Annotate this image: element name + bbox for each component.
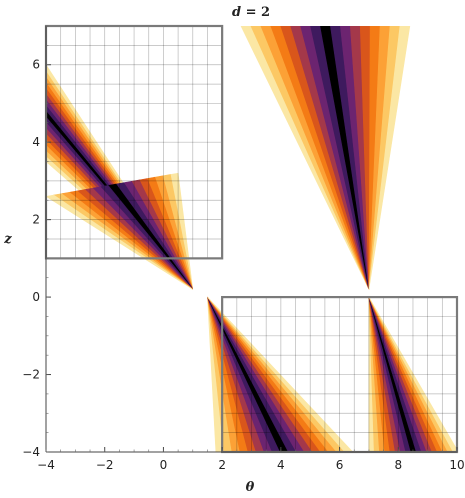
- y-tick-label: 0: [32, 290, 40, 304]
- y-tick-label: 6: [32, 58, 40, 72]
- lower-right-region-mesh: [221, 296, 457, 452]
- contour-band: [46, 194, 193, 290]
- x-tick-label: 2: [218, 458, 226, 472]
- chart-title-var: d: [232, 5, 241, 20]
- x-tick-label: −2: [96, 458, 114, 472]
- x-tick-label: 10: [449, 458, 464, 472]
- x-tick-label: 8: [394, 458, 402, 472]
- x-axis-label: θ: [246, 480, 255, 495]
- x-tick-label: 4: [277, 458, 285, 472]
- x-tick-label: −4: [37, 458, 55, 472]
- fan-upper-left-b: [46, 172, 194, 290]
- y-tick-label: −2: [22, 368, 40, 382]
- x-tick-label: 0: [160, 458, 168, 472]
- contour-band: [368, 26, 411, 290]
- x-axis-ticks: −4 −2 0 2 4 6 8 10: [37, 447, 465, 472]
- fan-lower-right: [368, 296, 457, 452]
- fan-lower-left: [207, 296, 354, 452]
- contour-fans: [46, 26, 457, 452]
- x-tick-label: 6: [336, 458, 344, 472]
- chart-title-rest: = 2: [241, 5, 270, 20]
- y-tick-label: −4: [22, 445, 40, 459]
- contour-band: [207, 296, 354, 452]
- y-axis-ticks: −4 −2 0 2 4 6: [22, 25, 51, 459]
- y-tick-label: 2: [32, 213, 40, 227]
- y-tick-label: 4: [32, 135, 40, 149]
- contour-band: [368, 296, 457, 452]
- y-axis-label: z: [3, 232, 12, 247]
- chart-title: d = 2: [232, 5, 270, 20]
- fan-upper-right: [240, 26, 411, 290]
